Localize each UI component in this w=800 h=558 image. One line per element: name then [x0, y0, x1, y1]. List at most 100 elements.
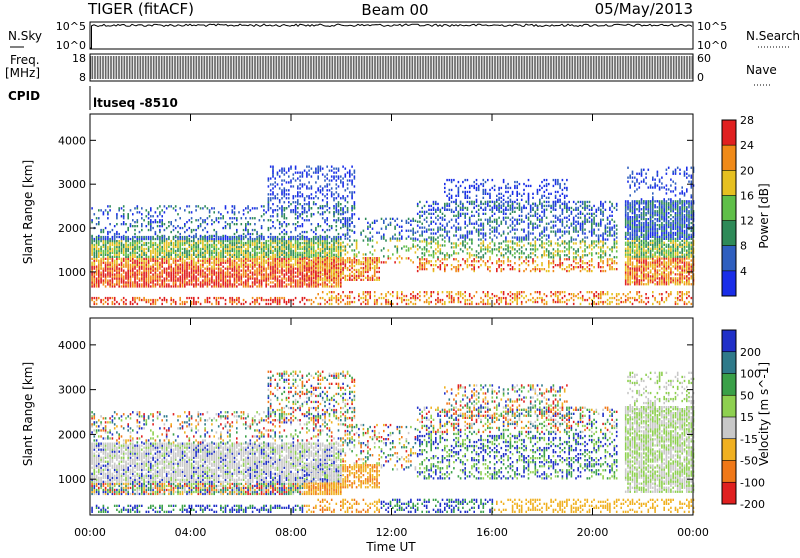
- range-cell: [374, 299, 376, 301]
- range-cell: [469, 231, 471, 233]
- range-cell: [236, 254, 238, 256]
- range-cell: [397, 251, 399, 253]
- range-cell: [401, 220, 403, 222]
- range-cell: [114, 262, 116, 264]
- range-cell: [351, 166, 353, 168]
- range-cell: [234, 250, 236, 252]
- range-cell: [134, 299, 136, 301]
- range-cell: [116, 223, 118, 225]
- range-cell: [340, 267, 342, 269]
- range-cell: [268, 185, 270, 187]
- range-cell: [207, 238, 209, 240]
- range-cell: [421, 268, 423, 270]
- range-cell: [141, 279, 143, 281]
- range-cell: [426, 217, 428, 219]
- range-cell: [245, 256, 247, 258]
- range-cell: [326, 242, 328, 244]
- range-cell: [326, 166, 328, 168]
- range-cell: [333, 248, 335, 250]
- range-cell: [243, 270, 245, 272]
- freq-tick-top: 18: [72, 52, 86, 65]
- range-cell: [168, 285, 170, 287]
- range-cell: [397, 297, 399, 299]
- range-cell: [247, 273, 249, 275]
- range-cell: [166, 285, 168, 287]
- range-cell: [130, 277, 132, 279]
- range-cell: [139, 262, 141, 264]
- range-cell: [186, 238, 188, 240]
- range-cell: [218, 254, 220, 256]
- range-cell: [302, 279, 304, 281]
- range-cell: [179, 254, 181, 256]
- range-cell: [442, 234, 444, 236]
- range-cell: [428, 297, 430, 299]
- range-cell: [306, 211, 308, 213]
- range-cell: [96, 238, 98, 240]
- range-cell: [313, 254, 315, 256]
- range-cell: [403, 295, 405, 297]
- range-cell: [428, 225, 430, 227]
- range-cell: [311, 254, 313, 256]
- range-cell: [211, 246, 213, 248]
- range-cell: [241, 277, 243, 279]
- range-cell: [114, 268, 116, 270]
- range-cell: [372, 279, 374, 281]
- range-cell: [166, 283, 168, 285]
- range-cell: [234, 283, 236, 285]
- range-cell: [277, 193, 279, 195]
- range-cell: [424, 211, 426, 213]
- range-cell: [406, 245, 408, 247]
- range-cell: [263, 213, 265, 215]
- range-cell: [261, 270, 263, 272]
- range-cell: [179, 258, 181, 260]
- range-cell: [256, 256, 258, 258]
- range-cell: [324, 263, 326, 265]
- range-cell: [159, 205, 161, 207]
- range-cell: [118, 275, 120, 277]
- range-cell: [304, 240, 306, 242]
- range-cell: [374, 275, 376, 277]
- range-cell: [331, 244, 333, 246]
- range-cell: [265, 242, 267, 244]
- range-cell: [261, 242, 263, 244]
- range-cell: [159, 242, 161, 244]
- range-cell: [170, 279, 172, 281]
- range-cell: [442, 225, 444, 227]
- range-cell: [107, 262, 109, 264]
- range-cell: [329, 242, 331, 244]
- range-cell: [308, 195, 310, 197]
- range-cell: [155, 211, 157, 213]
- range-cell: [148, 279, 150, 281]
- range-cell: [236, 285, 238, 287]
- range-cell: [270, 197, 272, 199]
- range-cell: [207, 207, 209, 209]
- range-cell: [293, 299, 295, 301]
- range-cell: [177, 264, 179, 266]
- range-cell: [336, 259, 338, 261]
- range-cell: [137, 275, 139, 277]
- range-cell: [121, 223, 123, 225]
- range-cell: [268, 262, 270, 264]
- range-cell: [105, 262, 107, 264]
- range-cell: [338, 248, 340, 250]
- range-cell: [462, 191, 464, 193]
- range-cell: [336, 238, 338, 240]
- range-cell: [322, 261, 324, 263]
- range-cell: [179, 270, 181, 272]
- range-cell: [311, 240, 313, 242]
- range-cell: [333, 263, 335, 265]
- range-cell: [442, 303, 444, 305]
- range-cell: [236, 272, 238, 274]
- range-cell: [105, 279, 107, 281]
- range-cell: [114, 299, 116, 301]
- range-cell: [125, 250, 127, 252]
- range-cell: [134, 225, 136, 227]
- range-cell: [254, 301, 256, 303]
- range-cell: [295, 297, 297, 299]
- range-cell: [177, 246, 179, 248]
- range-cell: [130, 242, 132, 244]
- range-cell: [161, 270, 163, 272]
- range-cell: [112, 283, 114, 285]
- range-cell: [130, 225, 132, 227]
- range-cell: [118, 254, 120, 256]
